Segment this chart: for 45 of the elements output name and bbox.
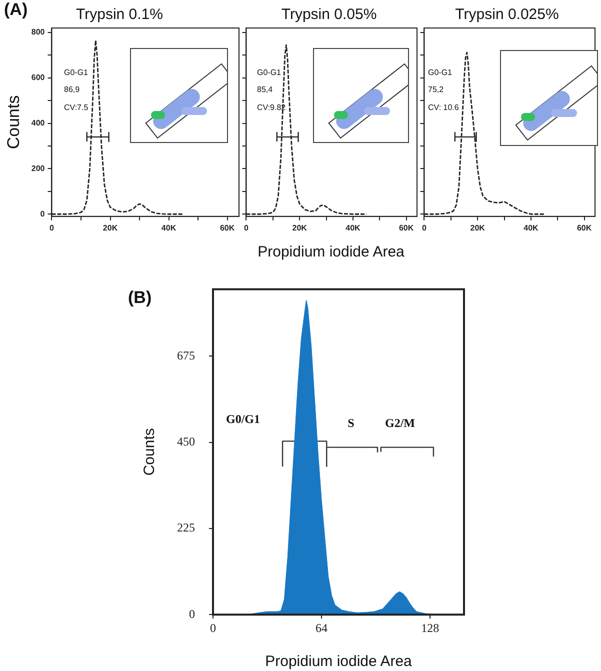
x-tick-label: 60K bbox=[398, 223, 414, 232]
chart-title: Trypsin 0.05% bbox=[281, 6, 377, 24]
x-tick-label: 0 bbox=[244, 223, 249, 232]
annotation: 85,4 bbox=[257, 85, 274, 94]
x-tick-label: 20K bbox=[292, 223, 308, 232]
y-tick-label: 0 bbox=[40, 209, 46, 218]
annotation: G0-G1 bbox=[257, 68, 282, 78]
y-tick-label: 450 bbox=[177, 434, 195, 448]
x-tick-label: 20K bbox=[102, 223, 118, 232]
annotation: 86,9 bbox=[64, 85, 80, 94]
y-tick-label: 400 bbox=[31, 118, 46, 128]
text: (B) bbox=[128, 288, 152, 308]
x-tick-label: 0 bbox=[50, 223, 55, 232]
chart-title: Trypsin 0.1% bbox=[76, 6, 163, 24]
y-tick-label: 200 bbox=[31, 164, 46, 173]
annotation: CV:9.82 bbox=[257, 103, 286, 112]
x-tick-label: 128 bbox=[421, 620, 440, 635]
x-tick-label: 40K bbox=[346, 223, 361, 232]
x-tick-label: 0 bbox=[210, 620, 216, 635]
chart-title: Trypsin 0.025% bbox=[455, 6, 559, 24]
y-tick-label: 600 bbox=[31, 73, 46, 82]
y-tick-label: 800 bbox=[31, 28, 46, 37]
annotation: S bbox=[348, 416, 355, 430]
annotation: G0-G1 bbox=[428, 68, 453, 78]
y-tick-label: 675 bbox=[177, 348, 195, 362]
y-tick-label: 0 bbox=[189, 606, 195, 621]
annotation: CV: 10.6 bbox=[428, 103, 460, 112]
annotation: G0/G1 bbox=[226, 412, 260, 426]
x-axis-title: Propidium iodide Area bbox=[265, 653, 413, 670]
y-axis-title: Counts bbox=[141, 428, 158, 476]
annotation: G0-G1 bbox=[64, 68, 89, 78]
x-tick-label: 60K bbox=[220, 223, 235, 232]
x-tick-label: 64 bbox=[316, 620, 328, 635]
x-tick-label: 20K bbox=[470, 223, 486, 232]
annotation: CV:7.5 bbox=[64, 103, 89, 112]
x-tick-label: 40K bbox=[161, 223, 176, 232]
x-axis-title: Propidium iodide Area bbox=[258, 244, 406, 261]
annotation: 75,2 bbox=[428, 85, 444, 94]
text: (A) bbox=[4, 0, 28, 20]
x-tick-label: 40K bbox=[524, 223, 539, 232]
x-tick-label: 0 bbox=[422, 223, 427, 232]
x-tick-label: 60K bbox=[576, 223, 592, 232]
y-tick-label: 225 bbox=[177, 520, 195, 535]
y-axis-title: Counts bbox=[4, 95, 23, 150]
annotation: G2/M bbox=[385, 416, 415, 430]
